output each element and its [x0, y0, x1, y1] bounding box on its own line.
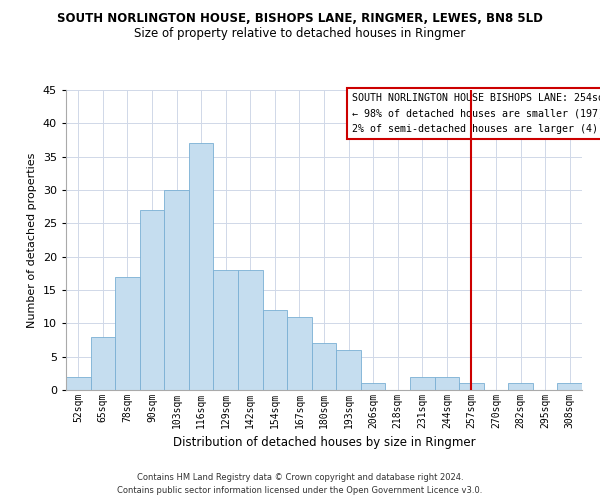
Bar — [336, 350, 361, 390]
Bar — [214, 270, 238, 390]
Bar — [164, 190, 189, 390]
Bar — [91, 336, 115, 390]
Bar — [287, 316, 312, 390]
Bar — [361, 384, 385, 390]
Bar — [263, 310, 287, 390]
Bar — [459, 384, 484, 390]
Bar — [140, 210, 164, 390]
Text: Size of property relative to detached houses in Ringmer: Size of property relative to detached ho… — [134, 28, 466, 40]
Bar — [66, 376, 91, 390]
Bar — [238, 270, 263, 390]
Text: SOUTH NORLINGTON HOUSE BISHOPS LANE: 254sqm
← 98% of detached houses are smaller: SOUTH NORLINGTON HOUSE BISHOPS LANE: 254… — [352, 93, 600, 134]
Bar — [557, 384, 582, 390]
Bar — [115, 276, 140, 390]
Text: Contains public sector information licensed under the Open Government Licence v3: Contains public sector information licen… — [118, 486, 482, 495]
Text: Contains HM Land Registry data © Crown copyright and database right 2024.: Contains HM Land Registry data © Crown c… — [137, 474, 463, 482]
Y-axis label: Number of detached properties: Number of detached properties — [27, 152, 37, 328]
Bar — [189, 144, 214, 390]
Bar — [410, 376, 434, 390]
Text: SOUTH NORLINGTON HOUSE, BISHOPS LANE, RINGMER, LEWES, BN8 5LD: SOUTH NORLINGTON HOUSE, BISHOPS LANE, RI… — [57, 12, 543, 26]
Bar — [508, 384, 533, 390]
Bar — [434, 376, 459, 390]
Bar — [312, 344, 336, 390]
X-axis label: Distribution of detached houses by size in Ringmer: Distribution of detached houses by size … — [173, 436, 475, 450]
